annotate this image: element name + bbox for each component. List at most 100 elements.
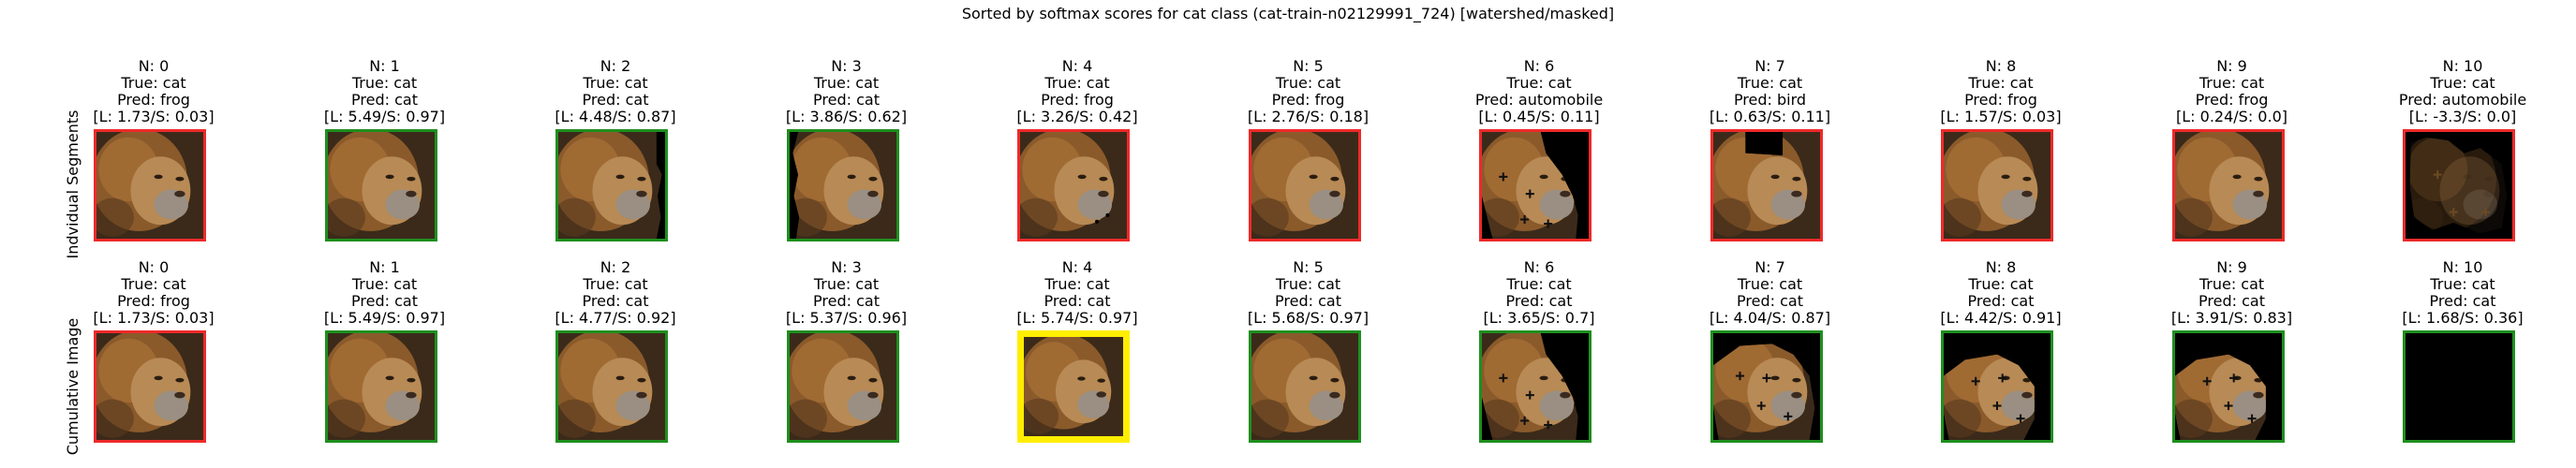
panel-caption: N: 9 True: cat Pred: cat [L: 3.91/S: 0.83] (2139, 259, 2326, 327)
caption-pred: Pred: frog (117, 292, 190, 310)
lion-thumbnail (2174, 333, 2282, 440)
caption-n: N: 6 (1523, 57, 1555, 75)
caption-score: [L: 4.42/S: 0.91] (1940, 309, 2062, 327)
lion-thumbnail (1482, 132, 1589, 239)
lion-thumbnail (1024, 337, 1123, 436)
caption-pred: Pred: cat (1737, 292, 1803, 310)
panel-caption: N: 1 True: cat Pred: cat [L: 5.49/S: 0.97] (291, 259, 479, 327)
thumbnail-frame (555, 129, 668, 241)
caption-n: N: 2 (600, 258, 631, 276)
caption-pred: Pred: frog (117, 91, 190, 109)
thumbnail-frame (2171, 129, 2285, 241)
caption-score: [L: 3.26/S: 0.42] (1016, 108, 1138, 125)
caption-score: [L: 1.68/S: 0.36] (2402, 309, 2524, 327)
thumbnail-frame (324, 330, 437, 443)
lion-thumbnail (1251, 333, 1358, 440)
lion-thumbnail (2174, 132, 2282, 239)
lion-thumbnail (1712, 333, 1820, 440)
caption-true: True: cat (2198, 275, 2265, 293)
thumbnail-frame (786, 330, 899, 443)
caption-true: True: cat (1506, 74, 1572, 92)
caption-pred: Pred: cat (1967, 292, 2035, 310)
caption-true: True: cat (2198, 74, 2265, 92)
panel-caption: N: 7 True: cat Pred: cat [L: 4.04/S: 0.87] (1677, 259, 1864, 327)
caption-score: [L: 4.77/S: 0.92] (555, 309, 676, 327)
caption-true: True: cat (583, 74, 648, 92)
caption-n: N: 4 (1061, 258, 1093, 276)
caption-true: True: cat (1044, 74, 1110, 92)
caption-n: N: 5 (1293, 57, 1324, 75)
panel-caption: N: 10 True: cat Pred: cat [L: 1.68/S: 0.36] (2369, 259, 2556, 327)
thumbnail-frame (1941, 330, 2053, 443)
lion-thumbnail (96, 333, 203, 440)
row-label: Cumulative Image (64, 317, 81, 456)
thumbnail-frame (1479, 330, 1591, 443)
caption-score: [L: 3.91/S: 0.83] (2170, 309, 2293, 327)
lion-thumbnail (327, 333, 435, 440)
figure-title: Sorted by softmax scores for cat class (… (961, 5, 1615, 22)
panel-caption: N: 0 True: cat Pred: frog [L: 1.73/S: 0.03] (60, 58, 247, 125)
caption-score: [L: 0.45/S: 0.11] (1478, 108, 1600, 125)
caption-true: True: cat (583, 275, 648, 293)
caption-true: True: cat (1968, 275, 2034, 293)
caption-pred: Pred: cat (1044, 292, 1111, 310)
panel-caption: N: 10 True: cat Pred: automobile [L: -3.3/S… (2369, 58, 2556, 125)
lion-thumbnail (96, 132, 203, 239)
lion-thumbnail (1482, 333, 1589, 440)
caption-n: N: 5 (1293, 258, 1324, 276)
panel-caption: N: 2 True: cat Pred: cat [L: 4.77/S: 0.92] (522, 259, 709, 327)
caption-pred: Pred: cat (2429, 292, 2496, 310)
caption-n: N: 0 (138, 57, 170, 75)
panel-caption: N: 8 True: cat Pred: frog [L: 1.57/S: 0.03] (1907, 58, 2095, 125)
lion-thumbnail (1251, 132, 1358, 239)
caption-n: N: 3 (831, 258, 862, 276)
panel-caption: N: 0 True: cat Pred: frog [L: 1.73/S: 0.03] (60, 259, 247, 327)
panel-caption: N: 4 True: cat Pred: frog [L: 3.26/S: 0.42] (984, 58, 1171, 125)
panel-caption: N: 2 True: cat Pred: cat [L: 4.48/S: 0.87] (522, 58, 709, 125)
lion-thumbnail (558, 132, 665, 239)
panel-caption: N: 9 True: cat Pred: frog [L: 0.24/S: 0.0] (2139, 58, 2326, 125)
caption-n: N: 4 (1061, 57, 1093, 75)
caption-pred: Pred: cat (2198, 292, 2265, 310)
lion-thumbnail (1712, 132, 1820, 239)
caption-score: [L: 3.86/S: 0.62] (785, 108, 908, 125)
caption-score: [L: 1.73/S: 0.03] (93, 309, 215, 327)
caption-pred: Pred: frog (1041, 91, 1114, 109)
panel-caption: N: 8 True: cat Pred: cat [L: 4.42/S: 0.91] (1907, 259, 2095, 327)
thumbnail-frame (324, 129, 437, 241)
lion-thumbnail (1944, 132, 2050, 239)
caption-true: True: cat (351, 74, 418, 92)
caption-true: True: cat (121, 275, 186, 293)
caption-true: True: cat (813, 275, 880, 293)
thumbnail-frame (786, 129, 899, 241)
caption-pred: Pred: automobile (2398, 91, 2527, 109)
lion-thumbnail (789, 333, 896, 440)
caption-true: True: cat (813, 74, 880, 92)
thumbnail-frame (94, 129, 206, 241)
thumbnail-frame (1710, 129, 1823, 241)
panel-caption: N: 7 True: cat Pred: bird [L: 0.63/S: 0.11] (1677, 58, 1864, 125)
caption-true: True: cat (2430, 275, 2495, 293)
caption-true: True: cat (1506, 275, 1572, 293)
lion-thumbnail (558, 333, 665, 440)
caption-score: [L: 5.49/S: 0.97] (323, 309, 446, 327)
thumbnail-frame (1017, 129, 1130, 241)
thumbnail-frame (1017, 330, 1130, 443)
caption-pred: Pred: cat (813, 292, 880, 310)
caption-pred: Pred: cat (351, 91, 418, 109)
caption-score: [L: 5.49/S: 0.97] (323, 108, 446, 125)
caption-pred: Pred: cat (1505, 292, 1573, 310)
caption-n: N: 9 (2216, 258, 2247, 276)
caption-pred: Pred: cat (1275, 292, 1341, 310)
lion-thumbnail (1020, 132, 1127, 239)
panel-caption: N: 1 True: cat Pred: cat [L: 5.49/S: 0.97] (291, 58, 479, 125)
panel-caption: N: 4 True: cat Pred: cat [L: 5.74/S: 0.97] (984, 259, 1171, 327)
caption-true: True: cat (1044, 275, 1110, 293)
caption-true: True: cat (1275, 74, 1341, 92)
caption-score: [L: 0.63/S: 0.11] (1709, 108, 1831, 125)
panel-caption: N: 5 True: cat Pred: frog [L: 2.76/S: 0.18] (1215, 58, 1402, 125)
caption-score: [L: 5.37/S: 0.96] (785, 309, 908, 327)
thumbnail-frame (1710, 330, 1823, 443)
row-label: Indvidual Segments (64, 110, 81, 259)
caption-pred: Pred: cat (582, 292, 649, 310)
